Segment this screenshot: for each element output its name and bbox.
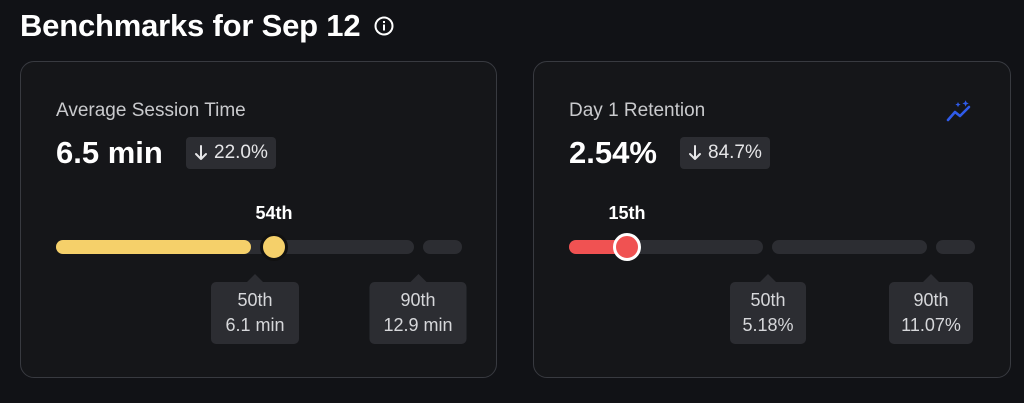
tick-label: 90th (913, 290, 949, 310)
page-header: Benchmarks for Sep 12 (20, 6, 394, 46)
delta-badge: 22.0% (186, 137, 276, 169)
delta-badge: 84.7% (680, 137, 770, 169)
track-segment-middle (772, 240, 927, 254)
tick-label: 90th (400, 290, 436, 310)
tick-value: 5.18% (742, 315, 794, 335)
tick-tooltip-50th: 50th 5.18% (730, 274, 806, 344)
metric-value: 6.5 min (56, 135, 163, 170)
info-icon[interactable] (374, 16, 394, 36)
delta-value: 22.0% (214, 142, 268, 163)
tick-value: 11.07% (901, 315, 961, 335)
track-segment-upper (423, 240, 462, 254)
tick-label: 50th (237, 290, 273, 310)
benchmark-card-day1-retention: Day 1 Retention 2.54% 84.7% 15th 50th 5.… (533, 61, 1011, 378)
tick-tooltip-50th: 50th 6.1 min (211, 274, 299, 344)
tick-value: 6.1 min (225, 315, 285, 335)
metric-label: Average Session Time (56, 100, 246, 121)
tick-value: 12.9 min (383, 315, 453, 335)
page-title: Benchmarks for Sep 12 (20, 8, 361, 43)
percentile-fill (569, 240, 627, 254)
percentile-fill (56, 240, 251, 254)
track-segment-upper (936, 240, 975, 254)
percentile-label: 54th (255, 203, 293, 223)
delta-value: 84.7% (708, 142, 762, 163)
arrow-down-icon (194, 145, 208, 161)
tick-tooltip-90th: 90th 11.07% (889, 274, 973, 344)
percentile-handle (260, 233, 288, 261)
metric-label: Day 1 Retention (569, 100, 706, 121)
percentile-label: 15th (608, 203, 646, 223)
metric-value: 2.54% (569, 135, 657, 170)
arrow-down-icon (688, 145, 702, 161)
tick-tooltip-90th: 90th 12.9 min (369, 274, 467, 344)
percentile-handle (613, 233, 641, 261)
tick-label: 50th (750, 290, 786, 310)
trend-sparkle-icon[interactable] (945, 100, 977, 124)
benchmark-card-session-time: Average Session Time 6.5 min 22.0% 54th … (20, 61, 497, 378)
